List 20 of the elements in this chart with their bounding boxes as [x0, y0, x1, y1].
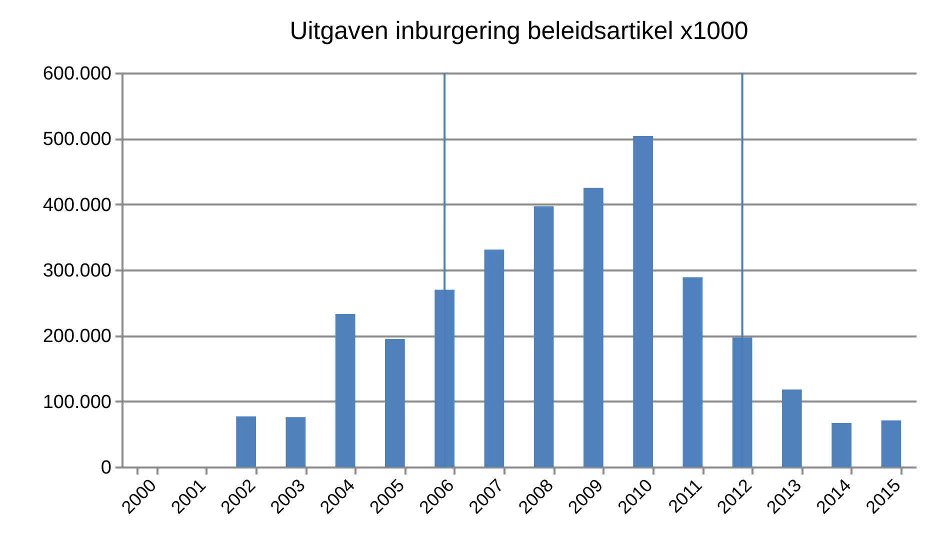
bar [633, 136, 653, 467]
bar [584, 188, 604, 467]
bar [782, 390, 802, 467]
bar [385, 338, 405, 467]
y-tick-label: 500.000 [42, 129, 112, 150]
y-tick-label: 200.000 [42, 326, 112, 348]
bar [832, 423, 852, 467]
bar [286, 417, 306, 467]
bar [236, 416, 256, 467]
bar [335, 314, 356, 467]
y-tick-label: 300.000 [42, 260, 112, 282]
y-tick-label: 100.000 [42, 392, 112, 413]
bar [534, 206, 554, 467]
bar [484, 250, 504, 467]
bar [682, 277, 703, 467]
y-tick-label: 600.000 [42, 64, 112, 84]
y-tick-label: 400.000 [42, 194, 112, 216]
chart-title: Uitgaven inburgering beleidsartikel x1000 [290, 17, 748, 45]
bar [881, 420, 902, 467]
y-tick-label: 0 [100, 458, 112, 478]
